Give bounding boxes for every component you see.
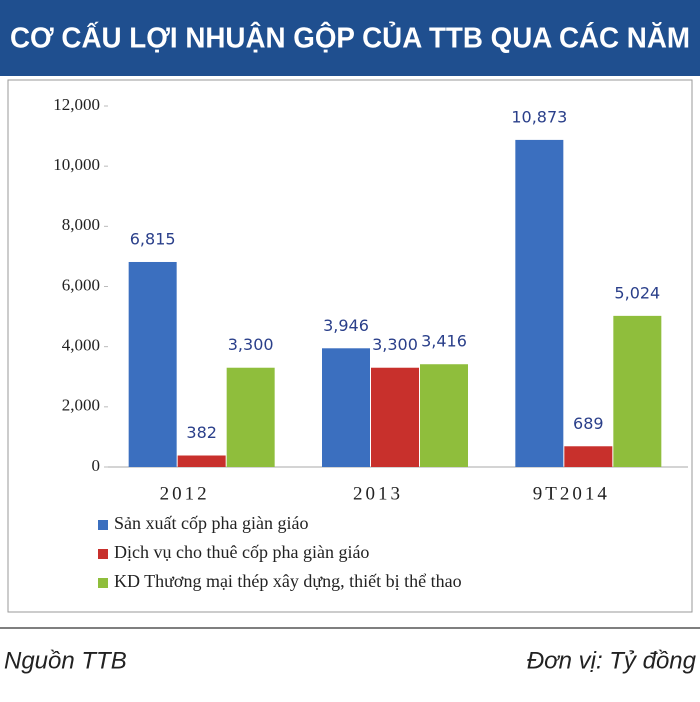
legend-swatch	[98, 549, 108, 559]
bar	[613, 315, 662, 467]
y-tick-label: 8,000	[62, 215, 100, 234]
y-tick-label: 0	[92, 456, 101, 475]
value-label: 689	[573, 414, 604, 433]
bar	[226, 367, 275, 467]
legend-label: Sản xuất cốp pha giàn giáo	[114, 513, 308, 533]
bar	[177, 455, 226, 467]
value-label: 3,946	[323, 316, 369, 335]
bar	[128, 261, 177, 467]
chart-frame	[7, 79, 693, 613]
bar	[420, 364, 468, 467]
source-note: Nguồn TTB	[4, 647, 127, 674]
title-bar	[0, 0, 700, 76]
value-label: 10,873	[511, 107, 567, 126]
bar	[322, 348, 370, 467]
value-label: 5,024	[614, 283, 660, 302]
bar	[371, 367, 419, 467]
legend-swatch	[98, 520, 108, 530]
y-tick-label: 10,000	[53, 155, 100, 174]
legend-swatch	[98, 578, 108, 588]
x-tick-label: 2013	[353, 483, 403, 504]
unit-note: Đơn vị: Tỷ đồng	[527, 647, 697, 674]
x-tick-label: 2012	[160, 483, 210, 504]
bar	[515, 139, 564, 467]
value-label: 3,300	[228, 335, 274, 354]
bar	[564, 446, 613, 467]
x-tick-label: 9T2014	[533, 483, 610, 504]
value-label: 382	[186, 423, 217, 442]
legend-label: KD Thương mại thép xây dựng, thiết bị th…	[114, 571, 462, 591]
chart-title: CƠ CẤU LỢI NHUẬN GỘP CỦA TTB QUA CÁC NĂM	[10, 21, 690, 55]
y-tick-label: 4,000	[62, 336, 100, 355]
value-label: 3,300	[372, 335, 418, 354]
value-label: 6,815	[130, 229, 176, 248]
y-tick-label: 2,000	[62, 396, 100, 415]
value-label: 3,416	[421, 332, 467, 351]
legend-label: Dịch vụ cho thuê cốp pha giàn giáo	[114, 542, 369, 562]
y-tick-label: 6,000	[62, 275, 100, 294]
y-tick-label: 12,000	[53, 95, 100, 114]
